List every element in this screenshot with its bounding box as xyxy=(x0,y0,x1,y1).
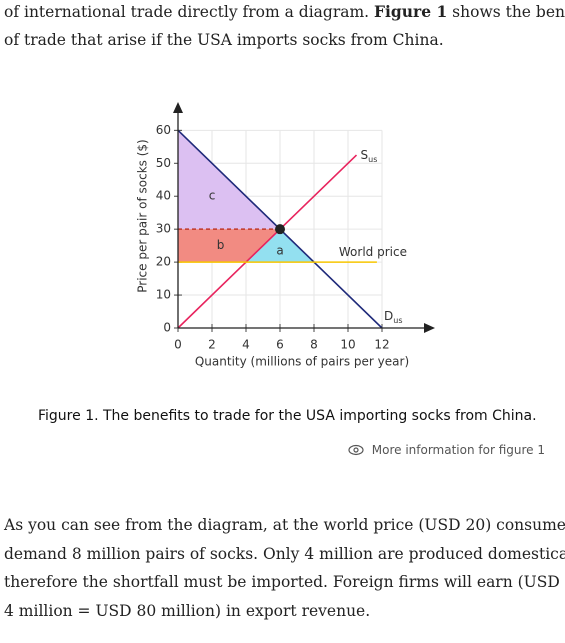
series-subscript: us xyxy=(368,155,377,164)
more-info[interactable]: More information for figure 1 xyxy=(348,443,545,457)
y-axis-title: Price per pair of socks ($) xyxy=(136,139,150,292)
body-line: As you can see from the diagram, at the … xyxy=(4,516,565,534)
y-tick-label: 10 xyxy=(156,288,171,302)
series-name: D xyxy=(384,309,393,323)
x-axis-title: Quantity (millions of pairs per year) xyxy=(195,355,409,369)
intro-text: of international trade directly from a d… xyxy=(4,3,375,21)
y-tick-label: 40 xyxy=(156,189,171,203)
body-line: 4 million = USD 80 million) in export re… xyxy=(4,601,371,620)
series-label: World price xyxy=(339,245,407,259)
x-arrow xyxy=(424,323,435,333)
series-label: Dus xyxy=(384,309,403,325)
y-tick-label: 50 xyxy=(156,156,171,170)
area xyxy=(178,229,280,263)
body-line: demand 8 million pairs of socks. Only 4 … xyxy=(4,544,565,563)
series-label: Sus xyxy=(361,148,378,164)
body-line: therefore the shortfall must be imported… xyxy=(4,573,565,591)
intro-line: of international trade directly from a d… xyxy=(4,2,565,21)
series-subscript: us xyxy=(393,316,402,325)
y-tick-label: 30 xyxy=(156,222,171,236)
area-label: c xyxy=(209,189,216,203)
figure-caption: Figure 1. The benefits to trade for the … xyxy=(38,408,537,424)
y-tick-label: 60 xyxy=(156,123,171,137)
x-tick-label: 10 xyxy=(340,338,355,352)
x-tick-label: 2 xyxy=(208,338,216,352)
eye-icon xyxy=(348,444,364,456)
x-tick-label: 0 xyxy=(174,338,182,352)
x-tick-label: 6 xyxy=(276,338,284,352)
series-name: S xyxy=(361,148,369,162)
intro-text: shows the benefits xyxy=(452,3,565,21)
more-info-text[interactable]: More information for figure 1 xyxy=(371,443,545,457)
series-line xyxy=(177,154,358,329)
x-tick-label: 4 xyxy=(242,338,250,352)
y-tick-label: 0 xyxy=(163,321,171,335)
x-tick-label: 8 xyxy=(310,338,318,352)
x-tick-label: 12 xyxy=(374,338,389,352)
intro-text: Figure 1 xyxy=(374,2,448,21)
area-label: a xyxy=(276,244,283,258)
equilibrium-point xyxy=(275,224,285,235)
intro-text: of trade that arise if the USA imports s… xyxy=(4,31,444,49)
series-name: World price xyxy=(339,245,407,259)
intro-line: of trade that arise if the USA imports s… xyxy=(4,31,444,49)
area-label: b xyxy=(217,238,225,252)
y-arrow xyxy=(173,102,183,113)
area xyxy=(246,229,314,263)
y-tick-label: 20 xyxy=(156,255,171,269)
